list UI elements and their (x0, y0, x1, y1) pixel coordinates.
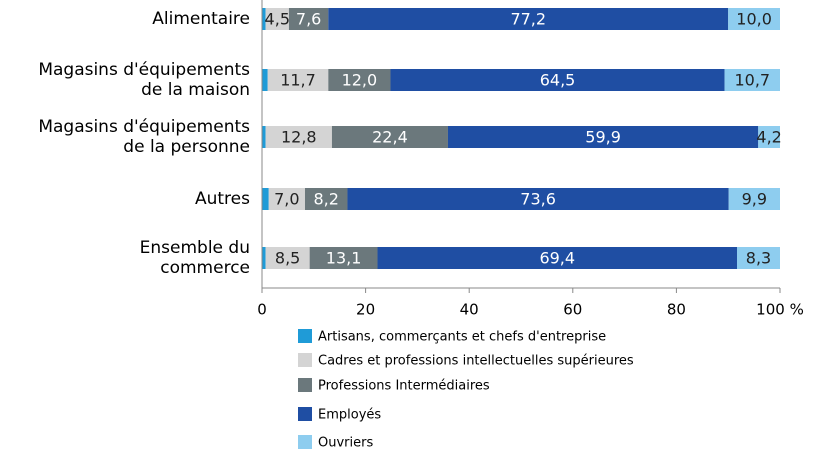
bar-segment (262, 8, 266, 30)
bar-segment (265, 8, 289, 30)
data-label: 7,0 (274, 190, 299, 209)
category-label: Ensemble du commerce (139, 238, 250, 278)
bar-segment (328, 8, 729, 30)
x-tick-label: 40 (460, 301, 479, 319)
legend-swatch (298, 329, 312, 343)
x-tick-label: 20 (356, 301, 375, 319)
bar-segment (737, 247, 780, 269)
legend-label: Artisans, commerçants et chefs d'entrepr… (318, 330, 606, 345)
bar-segment (347, 188, 729, 210)
data-label: 22,4 (372, 128, 408, 147)
bar-segment (267, 69, 329, 91)
legend-swatch (298, 378, 312, 392)
data-label: 8,2 (314, 190, 339, 209)
bar-segment (262, 247, 266, 269)
bar-segment (377, 247, 738, 269)
bar-segment (265, 247, 310, 269)
bar-segment (328, 69, 391, 91)
bar-segment (390, 69, 725, 91)
bar-segment (262, 188, 269, 210)
legend-label: Professions Intermédiaires (318, 379, 490, 394)
bar-segment (262, 126, 266, 148)
bar-segment (265, 126, 332, 148)
x-tick-label: 100 % (756, 301, 804, 319)
bar-segment (728, 188, 780, 210)
data-label: 59,9 (585, 128, 621, 147)
bar-segment (268, 188, 305, 210)
data-label: 13,1 (326, 249, 362, 268)
data-label: 9,9 (742, 190, 767, 209)
bar-segment (262, 69, 268, 91)
data-label: 10,7 (734, 71, 770, 90)
x-tick-label: 80 (667, 301, 686, 319)
bar-segment (724, 69, 780, 91)
data-label: 10,0 (736, 10, 772, 29)
data-label: 4,2 (756, 128, 781, 147)
data-label: 4,5 (265, 10, 290, 29)
data-label: 73,6 (520, 190, 556, 209)
legend-label: Ouvriers (318, 436, 373, 451)
category-label: Alimentaire (152, 9, 250, 29)
bar-segment (758, 126, 780, 148)
legend-swatch (298, 407, 312, 421)
data-label: 12,0 (342, 71, 378, 90)
legend-swatch (298, 353, 312, 367)
data-label: 11,7 (280, 71, 316, 90)
bar-segment (304, 188, 348, 210)
legend-label: Cadres et professions intellectuelles su… (318, 354, 634, 369)
legend-swatch (298, 435, 312, 449)
x-tick-label: 0 (257, 301, 267, 319)
x-tick-label: 60 (563, 301, 582, 319)
data-label: 12,8 (281, 128, 317, 147)
category-label: Autres (194, 189, 250, 209)
legend-label: Employés (318, 408, 381, 423)
category-label: Magasins d'équipements de la personne (38, 117, 250, 157)
data-label: 7,6 (296, 10, 321, 29)
bar-segment (288, 8, 329, 30)
data-label: 8,5 (275, 249, 300, 268)
bar-segment (447, 126, 759, 148)
bar-segment (728, 8, 780, 30)
data-label: 77,2 (510, 10, 546, 29)
bar-segment (309, 247, 378, 269)
bar-segment (331, 126, 448, 148)
data-label: 8,3 (746, 249, 771, 268)
data-label: 64,5 (540, 71, 576, 90)
category-label: Magasins d'équipements de la maison (38, 60, 250, 100)
data-label: 69,4 (539, 249, 575, 268)
